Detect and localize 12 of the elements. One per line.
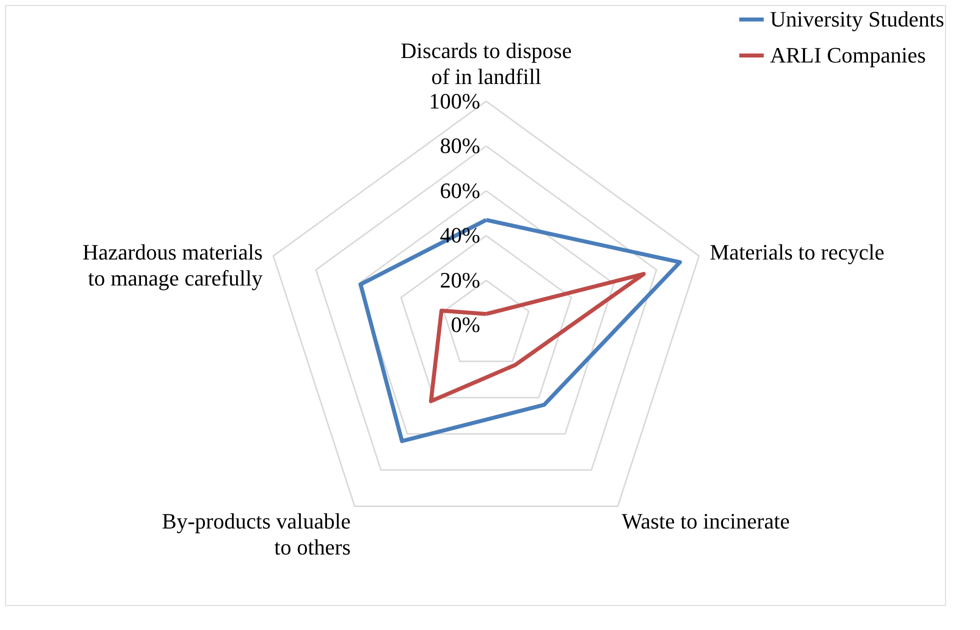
legend-label: University Students (770, 6, 944, 32)
spoke-label: Waste to incinerate (622, 508, 790, 534)
y-tick-label: 100% (428, 88, 480, 114)
y-tick-label: 80% (440, 133, 480, 158)
spoke-label: Materials to recycle (710, 240, 884, 265)
spoke-label: By-products valuable to others (162, 508, 351, 560)
legend-label: ARLI Companies (770, 42, 926, 68)
spoke-label: Discards to dispose of in landfill (400, 38, 572, 90)
y-tick-label: 0% (450, 312, 480, 338)
y-tick-label: 60% (440, 178, 480, 203)
y-tick-label: 20% (440, 267, 480, 292)
spoke-label: Hazardous materials to manage carefully (82, 240, 263, 291)
